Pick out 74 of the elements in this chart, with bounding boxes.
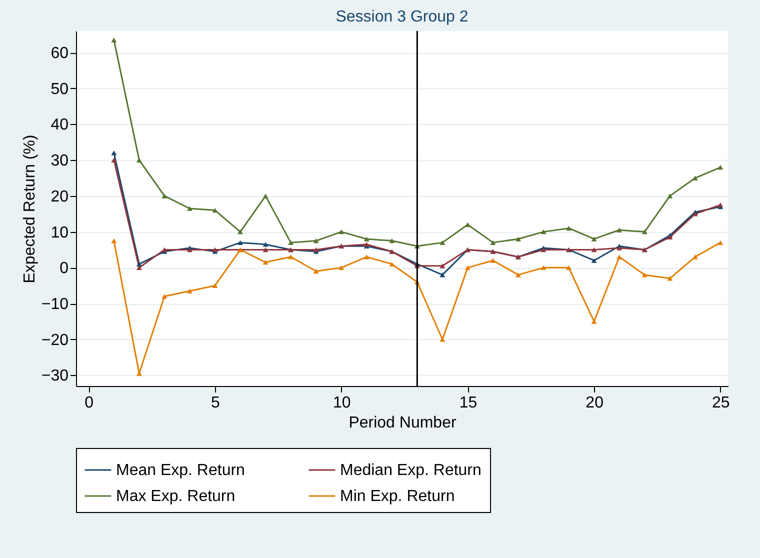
point (288, 240, 294, 245)
point (516, 272, 521, 278)
legend-label: Median Exp. Return (340, 462, 482, 479)
point (591, 247, 597, 252)
point (186, 206, 192, 211)
y-axis-title: Expected Return (%) (21, 134, 38, 284)
point (642, 272, 648, 278)
x-tick-label: 20 (586, 394, 604, 412)
point (313, 238, 319, 244)
point (111, 238, 117, 244)
point (111, 158, 117, 162)
x-tick-label: 25 (712, 394, 730, 412)
point (111, 150, 117, 156)
point (186, 288, 192, 294)
point (591, 236, 597, 242)
point (212, 283, 218, 288)
point (238, 229, 244, 234)
point (338, 229, 344, 234)
x-tick-label: 15 (459, 394, 478, 412)
point (616, 254, 622, 260)
point (591, 319, 597, 324)
point (440, 337, 446, 342)
point (238, 240, 244, 245)
point (136, 265, 142, 270)
point (540, 229, 546, 234)
y-tick-label: 10 (50, 224, 69, 242)
point (718, 240, 724, 245)
point (162, 294, 168, 299)
y-tick-label: −30 (41, 368, 69, 385)
point (667, 194, 673, 198)
y-tick-label: 0 (60, 260, 69, 278)
y-tick-label: 60 (50, 45, 69, 62)
legend-label: Min Exp. Return (340, 488, 455, 505)
y-tick-label: −10 (41, 296, 69, 314)
point (616, 228, 622, 232)
point (464, 265, 470, 270)
y-tick-label: 20 (50, 188, 69, 206)
x-tick-label: 10 (332, 394, 351, 412)
x-tick-label: 0 (84, 394, 94, 412)
point (566, 226, 572, 231)
point (136, 158, 142, 162)
point (162, 194, 168, 198)
point (440, 240, 446, 245)
point (667, 276, 673, 281)
y-tick-label: −20 (41, 332, 69, 349)
y-tick-label: 30 (50, 152, 69, 170)
legend-label: Mean Exp. Return (116, 462, 245, 479)
point (262, 242, 268, 247)
point (718, 164, 724, 170)
x-axis-title: Period Number (348, 414, 457, 432)
y-tick-label: 40 (50, 116, 69, 134)
point (490, 258, 496, 263)
point (262, 260, 268, 265)
point (313, 268, 319, 274)
point (516, 236, 521, 242)
point (364, 236, 370, 242)
point (591, 258, 597, 263)
legend-label: Max Exp. Return (116, 488, 236, 505)
y-tick-label: 50 (50, 80, 69, 98)
point (540, 265, 546, 270)
chart-title: Session 3 Group 2 (336, 8, 468, 26)
point (389, 238, 395, 244)
point (338, 265, 344, 270)
point (262, 247, 268, 252)
point (364, 254, 370, 260)
point (642, 229, 648, 234)
point (262, 194, 268, 198)
point (566, 265, 572, 270)
x-tick-label: 5 (211, 394, 220, 412)
point (111, 38, 117, 42)
point (490, 240, 496, 245)
point (288, 254, 294, 260)
point (136, 262, 142, 266)
point (440, 272, 446, 278)
